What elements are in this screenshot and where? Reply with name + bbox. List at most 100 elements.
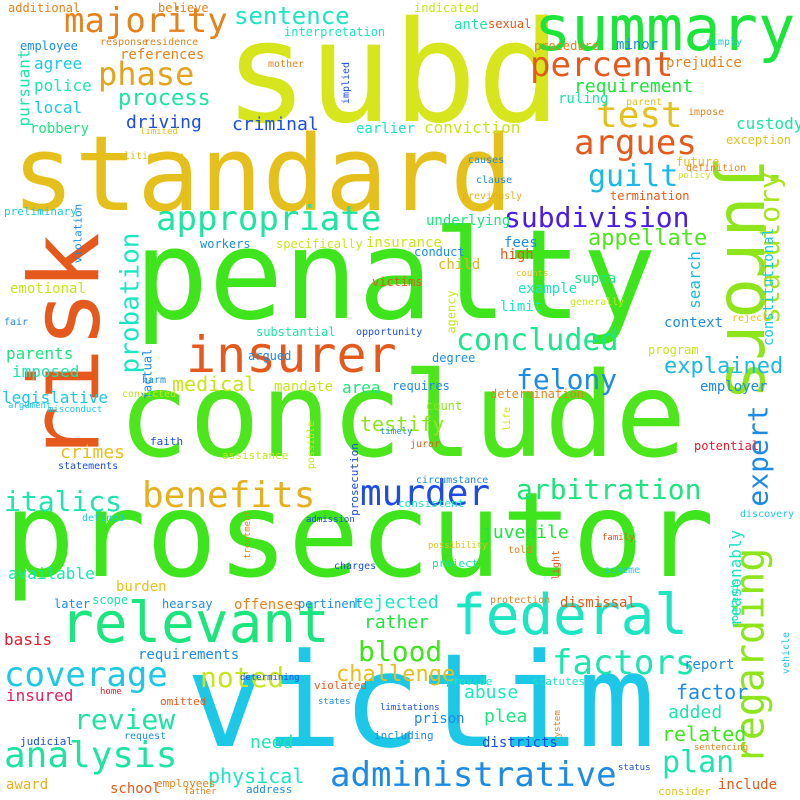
word: harm [142,375,167,386]
word: victims [372,275,423,289]
word: including [374,729,434,742]
word: available [8,564,95,583]
word: counts [516,269,549,279]
word: family [602,533,635,543]
word: school [110,781,161,797]
word: appellate [588,226,708,251]
word: rather [364,612,430,633]
word: omitted [160,695,207,708]
word: limited [140,127,178,137]
word: example [518,281,578,297]
word: plan [662,745,735,780]
word: agency [444,290,459,334]
word: provide [446,675,493,688]
word: child [438,257,481,273]
word: assistance [222,449,289,462]
word: employee [20,39,78,53]
word: program [648,343,699,357]
word: rejected [352,592,439,613]
word: father [184,787,217,797]
word: prejudice [666,55,742,71]
word: abuse [464,682,519,703]
word: exception [726,133,792,147]
word: phase [98,55,195,93]
word: ante [454,17,488,33]
word: plea [484,706,528,727]
word: home [100,687,122,697]
word: limit [500,299,543,315]
word: factors [552,643,696,683]
word: murder [360,473,491,514]
word: police [34,76,92,95]
word: consider [658,785,711,798]
word: future [676,155,720,169]
word: determining [240,673,300,683]
word: administrative [330,755,617,795]
word: underlying [426,213,511,229]
word: italics [4,485,123,518]
word: mandate [274,379,334,395]
word: procedure [534,39,600,53]
word: prison [414,711,465,727]
word: faith [150,435,184,448]
word: contends [730,578,742,628]
word: argument [8,401,52,411]
word: interpretation [284,25,386,39]
word: scope [92,593,129,607]
word: convicted [122,389,177,400]
word: project [432,557,479,570]
word: hearsay [162,597,213,611]
word: juror [410,439,441,450]
word: life [502,406,514,432]
word: treatment [242,510,253,559]
word: standard [12,113,513,235]
word: possible [306,420,318,470]
word: testify [360,412,445,436]
word: address [246,783,293,796]
word: defined [82,513,125,524]
word: scheme [604,565,641,576]
word: concluded [456,323,619,358]
word: potential [694,439,760,453]
word: benefits [142,475,316,516]
word: policy [678,171,711,181]
word: area [342,378,381,397]
word: federal [452,583,689,648]
word: sexual [488,17,532,31]
word: factor [676,680,749,704]
word: award [6,777,49,793]
word: victim [186,625,656,777]
word: arbitration [516,473,702,506]
word: medical [172,372,257,396]
word: appropriate [156,199,382,239]
word: believe [158,1,209,15]
word: insurance [366,235,442,251]
word: told [508,545,533,556]
word: explained [664,354,784,379]
word: review [74,703,176,736]
word: minor [616,37,659,53]
word: parent [626,97,663,108]
word: criminal [232,114,319,135]
word: requires [392,379,450,393]
word: imposed [12,362,80,381]
word: legislative [2,388,108,407]
word: clause [476,175,513,186]
word: robbery [30,121,90,137]
word: added [668,702,723,723]
word: noted [200,661,285,694]
word: custody [736,114,800,133]
word: search [684,251,704,309]
word: count [426,399,463,413]
word: impose [688,107,725,118]
word: pursuant [14,49,34,127]
word: driving [126,112,202,133]
word: vehicle [781,631,793,675]
word: argues [574,123,697,163]
word: agree [34,54,83,73]
word: termination [610,189,690,203]
word: argued [248,349,292,363]
word: charges [334,561,377,572]
word: possibility [428,541,488,551]
